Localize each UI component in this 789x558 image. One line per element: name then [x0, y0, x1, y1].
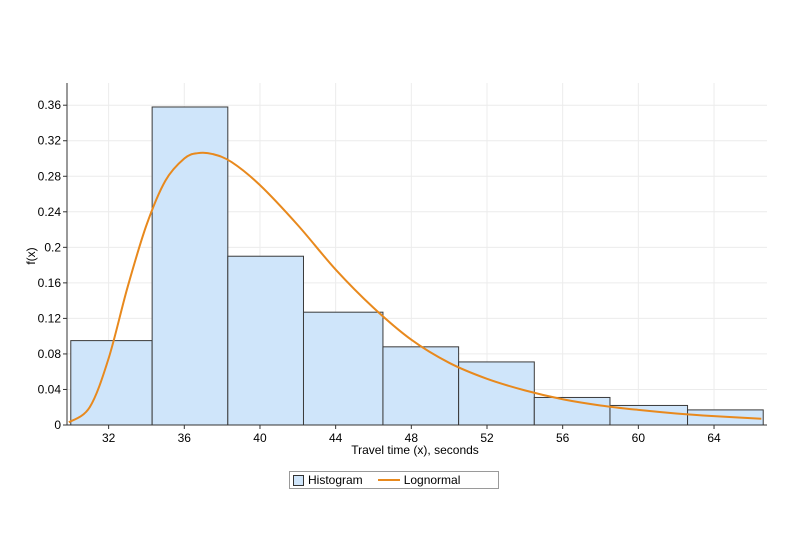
- histogram-bar-1: [70, 340, 153, 426]
- legend-label-lognormal: Lognormal: [403, 473, 461, 487]
- lognormal-swatch: [377, 479, 400, 481]
- histogram-swatch: [293, 474, 304, 486]
- histogram-bar-5: [382, 346, 460, 426]
- y-tick-label: 0.32: [38, 134, 62, 148]
- x-tick-label: 40: [253, 431, 267, 445]
- x-tick-label: 44: [329, 431, 343, 445]
- histogram-bar-3: [227, 255, 304, 426]
- x-tick-label: 32: [102, 431, 116, 445]
- histogram-bar-2: [151, 106, 229, 426]
- legend-item-lognormal: Lognormal: [366, 473, 461, 487]
- y-tick-label: 0.12: [38, 311, 62, 325]
- x-tick-label: 64: [707, 431, 721, 445]
- y-tick-label: 0.36: [38, 98, 62, 112]
- x-tick-label: 52: [480, 431, 494, 445]
- legend: Histogram Lognormal: [289, 471, 499, 489]
- y-tick-label: 0.28: [38, 169, 62, 183]
- lognormal-line: [68, 151, 762, 424]
- y-tick-label: 0.2: [44, 240, 61, 254]
- x-tick-label: 36: [178, 431, 192, 445]
- y-tick-label: 0: [54, 418, 61, 432]
- y-tick-labels: 0 0.04 0.08 0.12 0.16 0.2 0.24 0.28 0.32 0.36: [38, 98, 62, 432]
- histogram-bar-4: [302, 311, 384, 426]
- histogram-bars: [70, 106, 764, 426]
- y-tick-label: 0.16: [38, 276, 62, 290]
- y-tick-label: 0.08: [38, 347, 62, 361]
- x-tick-labels: 32 36 40 44 48 52 56 60 64: [102, 431, 721, 445]
- legend-label-histogram: Histogram: [308, 473, 363, 487]
- legend-item-histogram: Histogram: [293, 473, 363, 487]
- axes: [63, 83, 767, 429]
- x-tick-label: 56: [556, 431, 570, 445]
- y-tick-label: 0.04: [38, 382, 62, 396]
- x-axis-title: Travel time (x), seconds: [351, 443, 479, 457]
- lognormal-curve: [68, 151, 762, 424]
- x-tick-label: 48: [405, 431, 419, 445]
- y-axis-title: f(x): [24, 247, 38, 264]
- y-tick-label: 0.24: [38, 205, 62, 219]
- x-tick-label: 60: [632, 431, 646, 445]
